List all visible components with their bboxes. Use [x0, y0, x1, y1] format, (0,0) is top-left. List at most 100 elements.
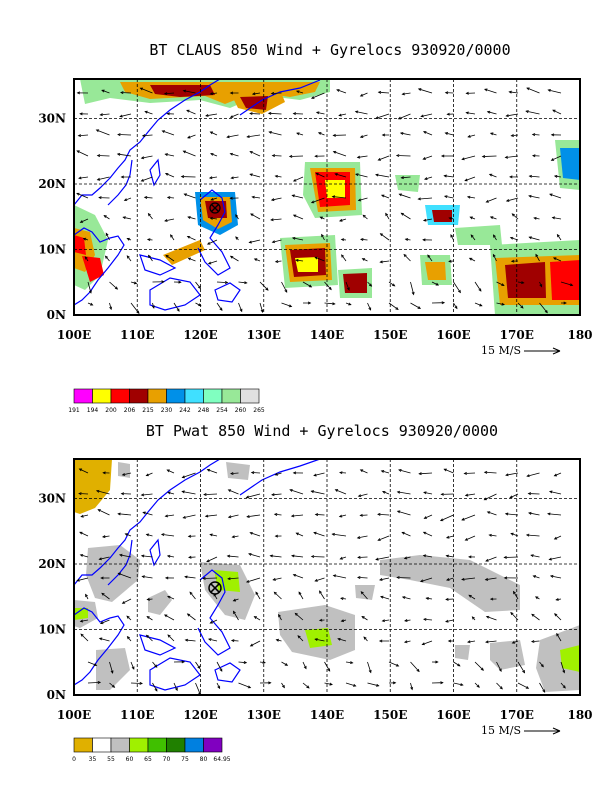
wind-arrow-head [528, 174, 533, 178]
wind-arrow [398, 113, 411, 120]
wind-arrow-head [208, 176, 213, 180]
wind-arrow [358, 493, 368, 497]
wind-arrow-head [340, 238, 345, 242]
wind-arrow-head [539, 284, 543, 288]
wind-arrow [335, 173, 347, 178]
wind-arrow [182, 472, 196, 478]
wind-arrow [332, 196, 347, 199]
wind-arrow-head [356, 155, 361, 159]
wind-arrow-head [392, 681, 397, 685]
wind-arrow-head [139, 87, 144, 91]
y-tick-label: 0N [47, 688, 66, 702]
wind-arrow-head [493, 234, 496, 238]
wind-arrow-head [422, 554, 427, 558]
wind-arrow-head [251, 92, 256, 96]
x-tick-label: 160E [436, 328, 470, 342]
wind-arrow [78, 134, 89, 137]
wind-arrow [183, 514, 196, 519]
wind-arrow [487, 111, 497, 115]
wind-arrow [293, 574, 304, 579]
wind-arrow [316, 111, 325, 115]
wind-arrow-head [181, 490, 185, 494]
wind-arrow-head [207, 638, 212, 642]
wind-arrow [388, 661, 399, 667]
wind-arrow [209, 176, 218, 179]
wind-arrow-head [552, 257, 557, 261]
wind-arrow [230, 153, 239, 157]
wind-arrow-head [368, 669, 372, 674]
wind-arrow-head [145, 473, 149, 477]
wind-arrow-head [382, 490, 386, 494]
wind-arrow [378, 155, 390, 161]
wind-arrow-head [99, 113, 103, 117]
wind-arrow [269, 131, 282, 136]
wind-arrow-head [253, 616, 257, 619]
wind-arrow-head [313, 473, 317, 477]
wind-arrow [291, 555, 304, 558]
wind-arrow-head [291, 194, 295, 198]
colorbar-label: 254 [216, 407, 228, 414]
wind-arrow-head [476, 684, 480, 688]
claus-scale-label: 15 M/S [481, 344, 521, 357]
wind-arrow [148, 213, 153, 220]
wind-arrow-head [375, 557, 379, 561]
colorbar-swatch [92, 737, 112, 753]
wind-arrow [271, 493, 282, 496]
wind-arrow-head [501, 283, 505, 286]
wind-arrow-head [187, 257, 192, 261]
wind-arrow [216, 281, 228, 284]
wind-arrow [250, 113, 261, 115]
wind-arrow [182, 491, 196, 495]
colorbar-swatch [166, 737, 186, 753]
wind-arrow-head [395, 154, 400, 158]
wind-arrow-head [143, 196, 148, 200]
wind-arrow-head [164, 172, 169, 176]
wind-arrow [281, 302, 292, 307]
wind-arrow [146, 533, 153, 537]
wind-arrow-head [151, 305, 155, 309]
wind-arrow-head [270, 198, 275, 202]
wind-arrow-head [310, 96, 315, 99]
wind-arrow-head [379, 578, 383, 581]
wind-arrow-head [419, 579, 424, 583]
wind-arrow-head [110, 670, 114, 674]
wind-arrow [453, 682, 463, 686]
wind-arrow-head [126, 615, 130, 619]
wind-arrow-head [511, 640, 516, 644]
wind-arrow-head [454, 305, 458, 310]
wind-arrow-head [206, 241, 211, 245]
wind-arrow [381, 470, 390, 474]
wind-arrow-head [423, 516, 427, 519]
wind-arrow [382, 619, 390, 622]
wind-arrow [302, 661, 307, 669]
wind-arrow-head [423, 491, 427, 495]
claus-wind-vectors [76, 87, 574, 315]
wind-arrow [130, 281, 137, 284]
wind-arrow-head [204, 514, 209, 518]
claus-scale-vector: 15 M/S [481, 344, 561, 357]
wind-arrow-head [306, 685, 310, 689]
wind-arrow-head [334, 173, 338, 176]
wind-arrow-head [357, 555, 361, 559]
wind-arrow [293, 214, 304, 220]
wind-arrow-head [378, 639, 383, 643]
wind-arrow-head [395, 306, 399, 310]
wind-arrow-head [339, 556, 343, 560]
y-tick-label: 20N [38, 177, 66, 191]
wind-arrow-head [448, 259, 452, 263]
wind-arrow [510, 612, 519, 621]
wind-arrow [275, 260, 282, 263]
wind-arrow [486, 197, 497, 203]
wind-arrow-head [377, 90, 382, 94]
wind-arrow [484, 88, 497, 94]
wind-arrow [464, 176, 476, 182]
wind-arrow [167, 634, 175, 642]
wind-arrow-head [548, 557, 552, 561]
wind-arrow-head [511, 213, 515, 217]
wind-arrow [188, 257, 196, 262]
wind-arrow-head [202, 576, 206, 580]
wind-arrow [195, 281, 201, 289]
x-tick-label: 140E [310, 328, 344, 342]
wind-arrow-head [340, 619, 345, 623]
wind-arrow-head [121, 600, 126, 604]
